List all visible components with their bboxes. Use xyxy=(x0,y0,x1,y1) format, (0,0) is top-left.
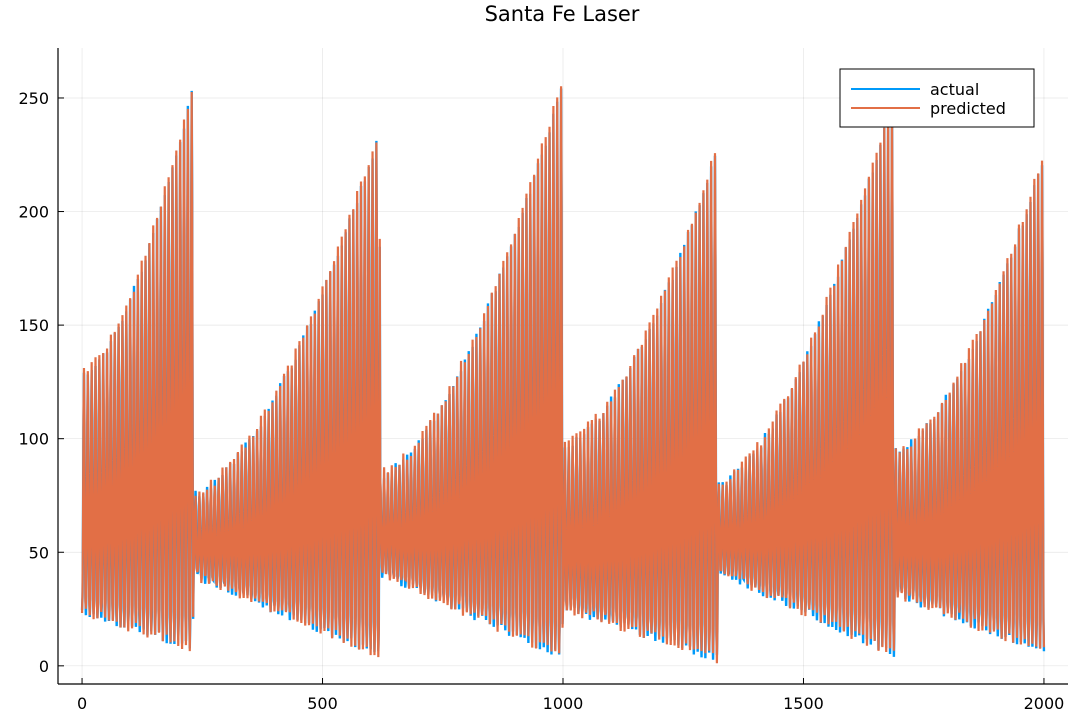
y-tick-label-4: 200 xyxy=(18,203,49,222)
x-tick-label-3: 1500 xyxy=(783,694,824,713)
x-tick-label-0: 0 xyxy=(77,694,87,713)
y-tick-label-2: 100 xyxy=(18,430,49,449)
y-tick-label-5: 250 xyxy=(18,89,49,108)
x-tick-label-4: 2000 xyxy=(1024,694,1065,713)
legend: actual predicted xyxy=(839,68,1035,128)
chart-title: Santa Fe Laser xyxy=(485,2,640,26)
axis-layer: 0 500 1000 1500 2000 0 50 100 150 200 250 xyxy=(18,48,1068,713)
y-tick-label-3: 150 xyxy=(18,316,49,335)
legend-box xyxy=(839,68,1035,128)
x-tick-label-2: 1000 xyxy=(543,694,584,713)
series-line-predicted xyxy=(80,86,1046,664)
legend-label-actual: actual xyxy=(930,80,979,99)
series-layer xyxy=(80,86,1046,664)
y-tick-label-1: 50 xyxy=(29,543,49,562)
legend-label-predicted: predicted xyxy=(930,99,1006,118)
y-tick-label-0: 0 xyxy=(39,657,49,676)
x-tick-label-1: 500 xyxy=(307,694,338,713)
